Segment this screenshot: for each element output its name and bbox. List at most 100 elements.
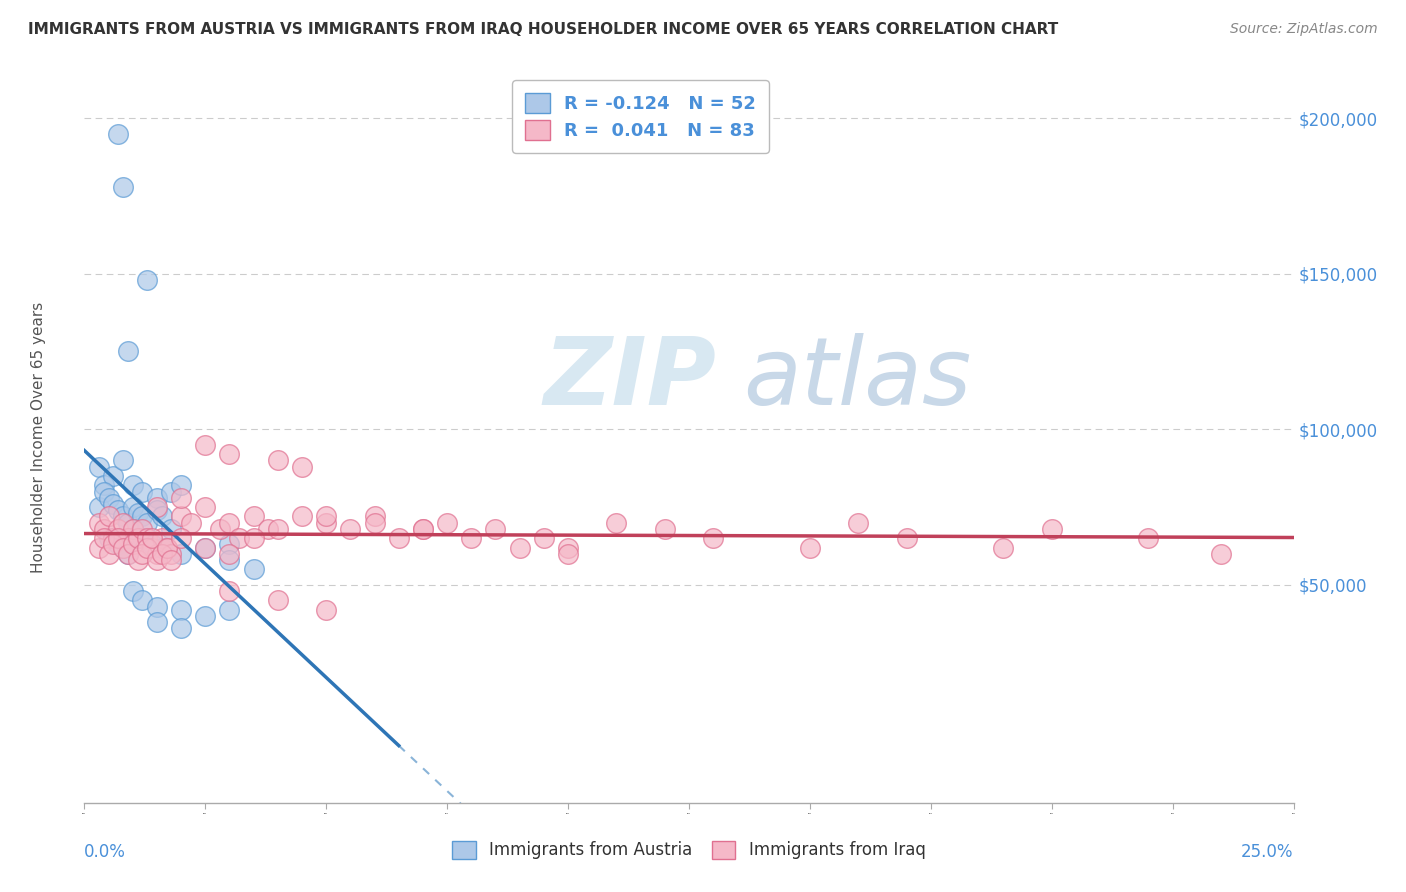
- Point: [257, 522, 280, 536]
- Point: [267, 522, 290, 536]
- Point: [107, 127, 129, 141]
- Point: [107, 531, 129, 545]
- Point: [557, 547, 579, 561]
- Point: [121, 478, 143, 492]
- Point: [267, 593, 290, 607]
- Point: [121, 584, 143, 599]
- Text: atlas: atlas: [744, 333, 972, 424]
- Point: [155, 541, 177, 555]
- Point: [180, 516, 202, 530]
- Point: [97, 491, 120, 505]
- Point: [117, 531, 139, 545]
- Point: [103, 531, 125, 545]
- Point: [93, 478, 115, 492]
- Point: [112, 541, 135, 555]
- Point: [194, 609, 217, 624]
- Point: [460, 531, 482, 545]
- Point: [896, 531, 918, 545]
- Point: [146, 500, 169, 515]
- Point: [170, 603, 193, 617]
- Point: [291, 459, 314, 474]
- Point: [170, 531, 193, 545]
- Point: [103, 537, 125, 551]
- Point: [315, 516, 337, 530]
- Point: [170, 478, 193, 492]
- Point: [315, 509, 337, 524]
- Point: [146, 503, 169, 517]
- Point: [846, 516, 869, 530]
- Point: [121, 537, 143, 551]
- Point: [121, 500, 143, 515]
- Point: [146, 553, 169, 567]
- Point: [1209, 547, 1232, 561]
- Point: [103, 531, 125, 545]
- Point: [291, 509, 314, 524]
- Point: [150, 547, 173, 561]
- Point: [136, 541, 159, 555]
- Point: [484, 522, 506, 536]
- Point: [131, 547, 153, 561]
- Point: [170, 622, 193, 636]
- Point: [87, 500, 110, 515]
- Point: [136, 516, 159, 530]
- Text: IMMIGRANTS FROM AUSTRIA VS IMMIGRANTS FROM IRAQ HOUSEHOLDER INCOME OVER 65 YEARS: IMMIGRANTS FROM AUSTRIA VS IMMIGRANTS FR…: [28, 22, 1059, 37]
- Point: [218, 516, 240, 530]
- Point: [194, 438, 217, 452]
- Point: [112, 516, 135, 530]
- Point: [363, 509, 385, 524]
- Point: [218, 537, 240, 551]
- Point: [87, 459, 110, 474]
- Point: [97, 547, 120, 561]
- Text: 0.0%: 0.0%: [84, 843, 127, 861]
- Point: [799, 541, 821, 555]
- Point: [93, 522, 115, 536]
- Point: [412, 522, 434, 536]
- Point: [127, 553, 149, 567]
- Point: [533, 531, 555, 545]
- Point: [218, 547, 240, 561]
- Point: [242, 531, 264, 545]
- Point: [131, 593, 153, 607]
- Point: [509, 541, 531, 555]
- Point: [87, 516, 110, 530]
- Point: [112, 509, 135, 524]
- Point: [141, 531, 163, 545]
- Point: [218, 553, 240, 567]
- Legend: Immigrants from Austria, Immigrants from Iraq: Immigrants from Austria, Immigrants from…: [444, 832, 934, 868]
- Text: ZIP: ZIP: [544, 333, 717, 425]
- Point: [654, 522, 676, 536]
- Point: [388, 531, 411, 545]
- Point: [150, 531, 173, 545]
- Point: [117, 344, 139, 359]
- Point: [339, 522, 361, 536]
- Point: [127, 506, 149, 520]
- Point: [121, 522, 143, 536]
- Point: [131, 484, 153, 499]
- Point: [136, 531, 159, 545]
- Point: [1137, 531, 1160, 545]
- Point: [112, 541, 135, 555]
- Point: [141, 541, 163, 555]
- Point: [97, 531, 120, 545]
- Point: [146, 599, 169, 614]
- Point: [160, 522, 183, 536]
- Point: [117, 547, 139, 561]
- Point: [131, 531, 153, 545]
- Point: [160, 484, 183, 499]
- Point: [87, 541, 110, 555]
- Point: [103, 497, 125, 511]
- Point: [315, 603, 337, 617]
- Point: [107, 503, 129, 517]
- Point: [242, 562, 264, 576]
- Point: [107, 522, 129, 536]
- Point: [170, 491, 193, 505]
- Point: [363, 516, 385, 530]
- Point: [160, 553, 183, 567]
- Point: [131, 522, 153, 536]
- Point: [228, 531, 250, 545]
- Text: 25.0%: 25.0%: [1241, 843, 1294, 861]
- Point: [218, 584, 240, 599]
- Point: [194, 500, 217, 515]
- Point: [170, 547, 193, 561]
- Point: [218, 447, 240, 461]
